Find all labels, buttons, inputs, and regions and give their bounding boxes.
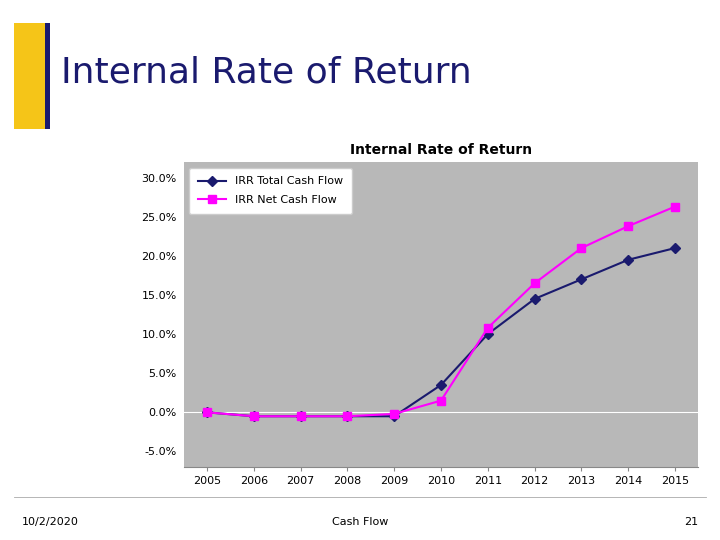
Bar bbox=[45, 23, 50, 129]
Bar bbox=[14, 23, 47, 129]
Title: Internal Rate of Return: Internal Rate of Return bbox=[350, 143, 532, 157]
Text: 21: 21 bbox=[684, 517, 698, 526]
Legend: IRR Total Cash Flow, IRR Net Cash Flow: IRR Total Cash Flow, IRR Net Cash Flow bbox=[189, 167, 352, 214]
Text: 10/2/2020: 10/2/2020 bbox=[22, 517, 78, 526]
Text: Cash Flow: Cash Flow bbox=[332, 517, 388, 526]
Text: Internal Rate of Return: Internal Rate of Return bbox=[61, 56, 472, 90]
